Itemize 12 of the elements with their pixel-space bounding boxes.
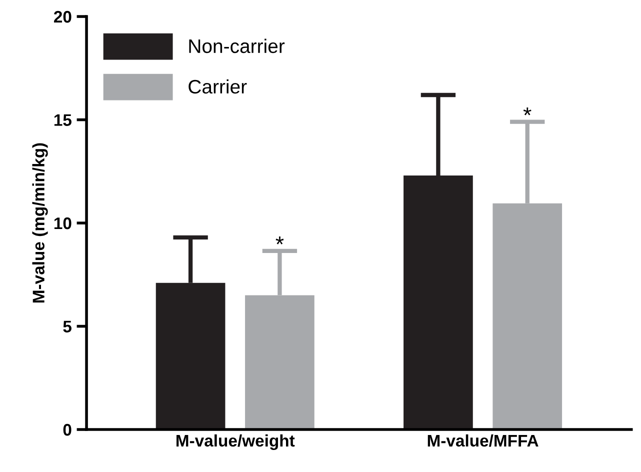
annotation: * xyxy=(276,236,284,244)
y-axis-title: M-value (mg/min/kg) xyxy=(32,143,48,302)
y-tick-label: 10 xyxy=(54,217,72,230)
x-tick-label: M-value/MFFA xyxy=(428,434,538,447)
x-tick-label: M-value/weight xyxy=(176,434,295,450)
legend-label: Carrier xyxy=(188,79,247,94)
y-tick-label: 20 xyxy=(54,10,72,23)
legend-label: Non-carrier xyxy=(189,38,285,54)
y-tick-label: 5 xyxy=(63,320,72,332)
y-tick-label: 0 xyxy=(63,424,72,436)
annotation: * xyxy=(523,107,532,116)
y-tick-label: 15 xyxy=(54,114,72,126)
